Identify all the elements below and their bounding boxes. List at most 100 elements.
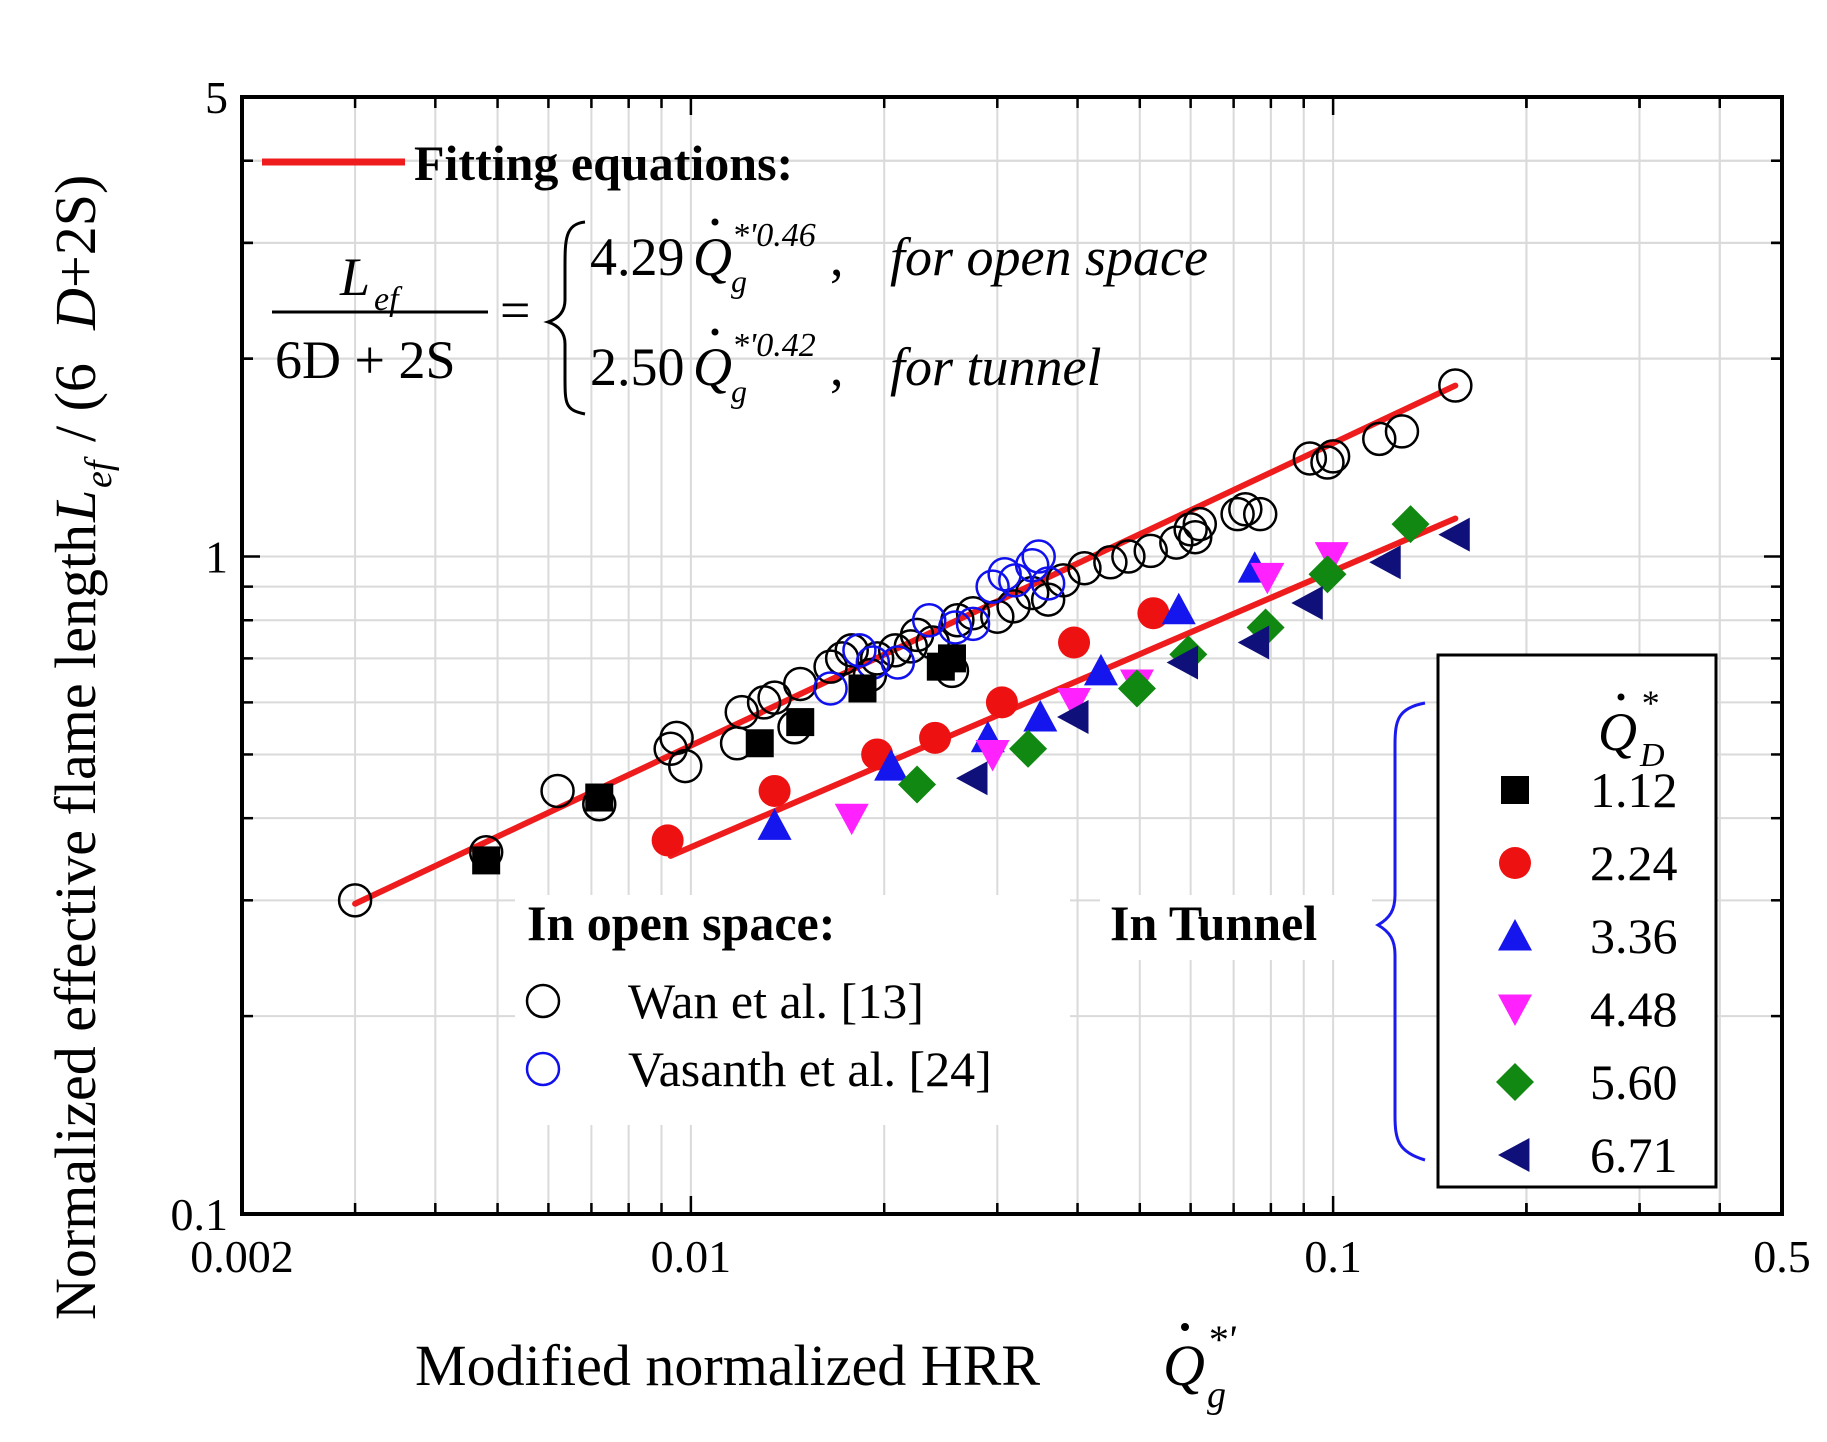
- open-space-heading: In open space:: [527, 895, 835, 951]
- tunnel-legend-label: In Tunnel: [1100, 701, 1426, 1162]
- svg-text:,: ,: [830, 337, 844, 397]
- x-axis-label: Modified normalized HRR: [415, 1333, 1040, 1398]
- data-point: [1310, 445, 1345, 480]
- y-tick-label: 1: [205, 532, 228, 583]
- data-point: [1058, 626, 1091, 659]
- legend-marker: [1498, 919, 1532, 951]
- data-point: [337, 883, 373, 918]
- eq-tunnel-label: for tunnel: [890, 337, 1102, 397]
- data-point: [1030, 566, 1066, 601]
- data-point: [1045, 563, 1081, 598]
- data-point: [1137, 597, 1170, 630]
- data-point: [937, 644, 966, 673]
- data-point: [898, 765, 937, 804]
- y-tick-label: 5: [205, 72, 228, 123]
- data-point: [859, 641, 895, 676]
- svg-text:,: ,: [830, 227, 844, 287]
- data-point: [1057, 687, 1092, 720]
- data-point: [1438, 517, 1470, 552]
- series-1: [813, 539, 1066, 706]
- data-point: [880, 645, 916, 680]
- svg-text:L: L: [43, 490, 108, 523]
- data-point: [911, 603, 947, 638]
- data-point: [1228, 492, 1263, 527]
- data-point: [1315, 439, 1351, 474]
- legend-marker-wan: [525, 983, 561, 1019]
- eq-lhs-denominator: 6D + 2S: [275, 330, 455, 390]
- eq-tunnel-coef: 2.50: [590, 337, 685, 397]
- y-axis-title: Normalized effective flame length L ef /…: [43, 175, 120, 1320]
- legend-marker: [1501, 776, 1529, 804]
- data-point: [758, 774, 791, 807]
- data-point: [1057, 700, 1089, 735]
- data-point: [834, 633, 869, 668]
- data-point: [985, 686, 1018, 719]
- legend-label-560: 5.60: [1590, 1054, 1678, 1110]
- legend-label-336: 3.36: [1590, 908, 1678, 964]
- series-5: [834, 542, 1349, 836]
- y-tick-label: 0.1: [171, 1189, 229, 1240]
- data-point: [1391, 505, 1430, 544]
- data-point: [1093, 545, 1128, 580]
- data-point: [1369, 545, 1401, 580]
- legend-label-671: 6.71: [1590, 1127, 1678, 1183]
- data-point: [1021, 539, 1056, 574]
- svg-text:Q: Q: [693, 227, 732, 287]
- svg-text:Q: Q: [1598, 702, 1637, 762]
- data-point: [1133, 533, 1168, 569]
- data-point: [956, 761, 988, 796]
- data-point: [996, 589, 1031, 624]
- fitting-equations: Fitting equations: L ef 6D + 2S = 4.29 Q…: [262, 135, 1208, 416]
- svg-text:Q: Q: [693, 337, 732, 397]
- svg-text:g: g: [731, 373, 747, 409]
- eq-open-exp: *'0.46: [732, 217, 816, 254]
- y-axis-label: Normalized effective flame length: [43, 524, 108, 1320]
- data-point: [1242, 496, 1278, 532]
- data-point: [1362, 421, 1397, 457]
- open-space-legend: In open space: Wan et al. [13] Vasanth e…: [515, 895, 1070, 1125]
- svg-text:/ (6: / (6: [43, 363, 108, 442]
- data-point: [1173, 512, 1208, 547]
- plot-frame: [240, 95, 1784, 1216]
- data-point: [1438, 368, 1473, 403]
- series-3: [651, 597, 1170, 857]
- data-point: [786, 708, 815, 737]
- legend-marker-vasanth: [525, 1051, 561, 1087]
- eq-open-coef: 4.29: [590, 227, 685, 287]
- tunnel-legend-box: Q * D 1.12 2.24 3.36 4.48 5.60 6.71: [1436, 653, 1718, 1189]
- data-markers: [337, 368, 1473, 918]
- data-point: [937, 610, 973, 645]
- x-tick-label: 0.01: [651, 1231, 732, 1282]
- tunnel-bracket: [1375, 701, 1426, 1162]
- data-point: [848, 674, 877, 703]
- data-point: [1308, 555, 1347, 594]
- svg-text:g: g: [1207, 1374, 1226, 1416]
- legend-marker: [1498, 1138, 1530, 1172]
- data-point: [1166, 645, 1199, 680]
- data-point: [757, 808, 792, 840]
- data-point: [987, 556, 1022, 592]
- svg-text:g: g: [731, 263, 747, 299]
- legend-label-vasanth: Vasanth et al. [24]: [628, 1041, 992, 1097]
- series-2: [472, 644, 966, 875]
- data-point: [1117, 669, 1156, 708]
- legend-marker: [1496, 1063, 1534, 1101]
- data-point: [955, 595, 991, 631]
- series-6: [898, 505, 1430, 804]
- data-point: [472, 846, 501, 875]
- svg-text:D: D: [43, 288, 108, 331]
- data-point: [1291, 585, 1323, 620]
- data-point: [1237, 625, 1270, 660]
- data-point: [668, 748, 703, 784]
- legend-label-224: 2.24: [1590, 835, 1678, 891]
- data-point: [1111, 539, 1146, 574]
- data-point: [874, 749, 909, 781]
- data-point: [1250, 562, 1285, 595]
- data-point: [842, 633, 877, 668]
- data-point: [1159, 525, 1194, 560]
- data-point: [1067, 550, 1102, 586]
- y-axis-symbol: L ef / (6 D +2S): [43, 175, 120, 523]
- data-point: [1009, 729, 1048, 768]
- eq-open-label: for open space: [890, 227, 1208, 287]
